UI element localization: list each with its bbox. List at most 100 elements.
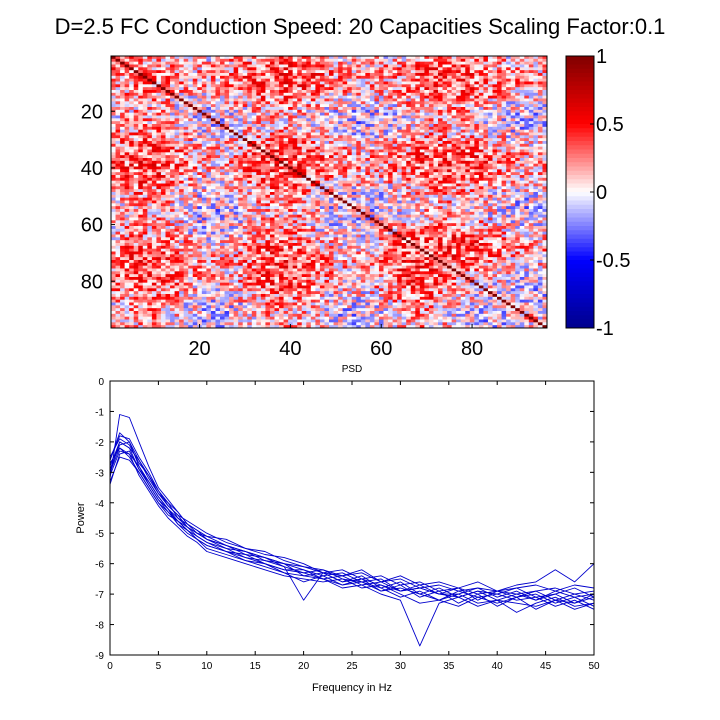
heatmap-cell: [365, 90, 371, 94]
heatmap-cell: [138, 87, 144, 91]
heatmap-cell: [360, 138, 366, 142]
heatmap-cell: [111, 112, 116, 116]
heatmap-cell: [542, 172, 548, 176]
heatmap-cell: [197, 152, 203, 156]
heatmap-cell: [256, 104, 262, 108]
heatmap-cell: [120, 163, 125, 167]
heatmap-cell: [179, 138, 185, 142]
heatmap-cell: [460, 107, 466, 111]
heatmap-cell: [338, 115, 343, 119]
heatmap-cell: [515, 200, 521, 204]
heatmap-cell: [487, 160, 493, 165]
heatmap-cell: [242, 92, 248, 97]
heatmap-cell: [351, 149, 357, 153]
heatmap-cell: [174, 169, 180, 173]
heatmap-cell: [142, 124, 148, 128]
heatmap-cell: [519, 135, 525, 139]
heatmap-cell: [392, 81, 398, 85]
heatmap-cell: [147, 180, 153, 184]
heatmap-cell: [156, 73, 162, 77]
heatmap-cell: [206, 81, 212, 85]
heatmap-cell: [347, 194, 353, 199]
heatmap-cell: [442, 90, 448, 94]
heatmap-cell: [201, 95, 207, 99]
heatmap-cell: [151, 107, 157, 111]
heatmap-cell: [497, 70, 502, 74]
heatmap-cell: [242, 95, 248, 99]
heatmap-cell: [179, 177, 185, 182]
heatmap-cell: [265, 197, 271, 201]
heatmap-cell: [242, 155, 248, 159]
heatmap-cell: [151, 160, 157, 165]
heatmap-cell: [342, 124, 348, 128]
heatmap-cell: [528, 64, 534, 68]
heatmap-cell: [233, 92, 239, 97]
heatmap-cell: [347, 101, 353, 105]
heatmap-cell: [397, 158, 403, 162]
heatmap-cell: [456, 92, 462, 97]
heatmap-cell: [506, 129, 512, 133]
heatmap-cell: [179, 124, 185, 128]
heatmap-cell: [174, 67, 180, 71]
heatmap-cell: [456, 180, 462, 184]
heatmap-cell: [533, 115, 539, 119]
heatmap-cell: [365, 56, 371, 60]
heatmap-cell: [147, 194, 153, 199]
heatmap-cell: [460, 163, 466, 167]
heatmap-cell: [347, 152, 353, 156]
heatmap-cell: [142, 104, 148, 108]
heatmap-cell: [310, 95, 316, 99]
heatmap-cell: [424, 132, 430, 136]
heatmap-cell: [269, 112, 275, 116]
heatmap-cell: [451, 166, 457, 170]
heatmap-cell: [451, 92, 457, 97]
heatmap-cell: [115, 135, 121, 139]
heatmap-cell: [160, 175, 166, 179]
heatmap-cell: [142, 129, 148, 133]
heatmap-cell: [519, 78, 525, 82]
heatmap-cell: [292, 56, 298, 60]
heatmap-cell: [442, 172, 448, 176]
heatmap-cell: [451, 121, 457, 125]
heatmap-cell: [329, 175, 334, 179]
heatmap-cell: [469, 197, 475, 201]
heatmap-cell: [474, 172, 480, 176]
heatmap-cell: [229, 90, 234, 94]
heatmap-cell: [515, 109, 521, 114]
heatmap-cell: [537, 160, 543, 165]
heatmap-cell: [274, 163, 280, 167]
heatmap-cell: [419, 101, 425, 105]
heatmap-cell: [242, 75, 248, 80]
heatmap-cell: [537, 129, 543, 133]
heatmap-cell: [301, 200, 307, 204]
heatmap-cell: [283, 109, 289, 114]
heatmap-cell: [174, 92, 180, 97]
heatmap-cell: [537, 84, 543, 88]
heatmap-cell: [269, 104, 275, 108]
heatmap-cell: [492, 183, 498, 187]
heatmap-cell: [174, 118, 180, 122]
heatmap-cell: [374, 158, 380, 162]
heatmap-cell: [192, 172, 198, 176]
heatmap-cell: [338, 75, 343, 80]
heatmap-cell: [519, 132, 525, 136]
heatmap-cell: [183, 141, 189, 145]
heatmap-cell: [319, 112, 325, 116]
heatmap-cell: [324, 56, 330, 60]
heatmap-cell: [215, 112, 221, 116]
heatmap-cell: [451, 143, 457, 148]
heatmap-cell: [151, 115, 157, 119]
heatmap-cell: [260, 155, 266, 159]
heatmap-cell: [120, 143, 125, 148]
heatmap-cell: [315, 172, 321, 176]
heatmap-cell: [406, 138, 412, 142]
heatmap-cell: [342, 104, 348, 108]
heatmap-cell: [456, 64, 462, 68]
heatmap-cell: [260, 160, 266, 165]
heatmap-cell: [465, 155, 471, 159]
heatmap-cell: [220, 104, 225, 108]
heatmap-cell: [115, 104, 121, 108]
heatmap-cell: [279, 70, 284, 74]
heatmap-cell: [469, 129, 475, 133]
heatmap-cell: [360, 132, 366, 136]
